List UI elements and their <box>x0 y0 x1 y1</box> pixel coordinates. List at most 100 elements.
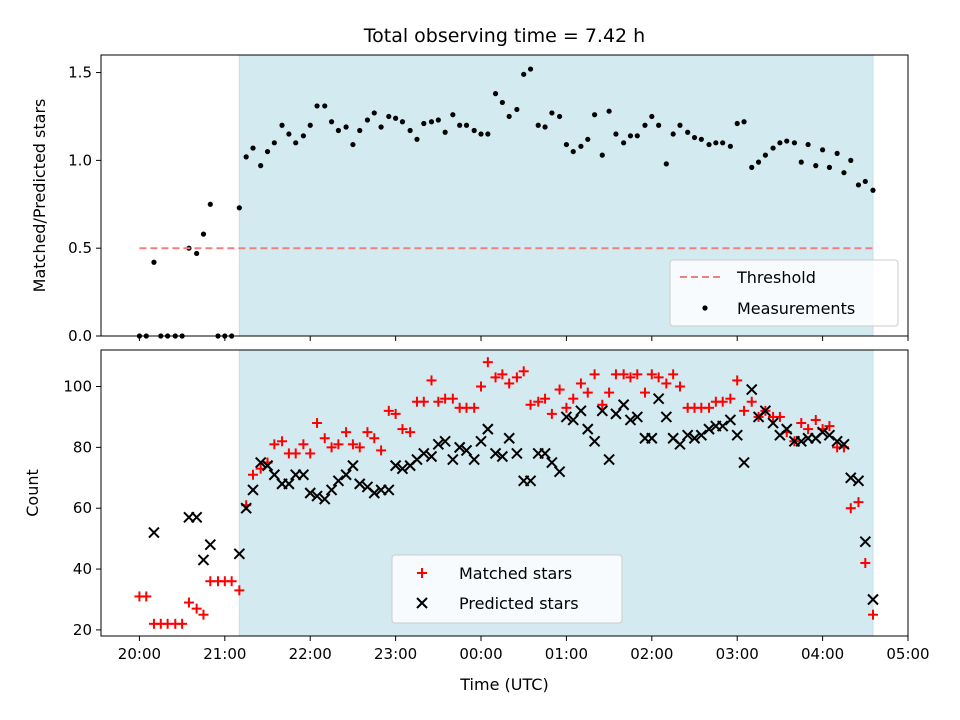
measurement-point <box>762 152 768 158</box>
matched-star-point <box>845 503 856 514</box>
predicted-star-point <box>596 405 608 417</box>
predicted-star-point <box>297 469 310 481</box>
measurement-point <box>549 110 555 116</box>
measurement-point <box>656 122 662 128</box>
predicted-star-point <box>197 554 210 566</box>
predicted-star-point <box>439 435 451 447</box>
predicted-star-point <box>831 435 843 447</box>
matched-star-point <box>604 387 615 398</box>
measurement-point <box>286 131 292 137</box>
measurement-point <box>236 205 242 211</box>
matched-star-point <box>305 448 316 459</box>
matched-star-point <box>191 603 202 614</box>
measurement-point <box>378 124 384 130</box>
matched-star-point <box>554 384 565 395</box>
predicted-star-point <box>319 493 331 505</box>
y-axis-label-ratio: Matched/Predicted stars <box>30 99 49 293</box>
predicted-star-point <box>588 435 601 447</box>
measurement-point <box>471 127 477 134</box>
measurement-point <box>151 259 157 265</box>
predicted-star-point <box>852 475 865 487</box>
predicted-star-point <box>489 447 502 460</box>
matched-star-point <box>561 402 572 413</box>
predicted-star-point <box>567 414 579 426</box>
predicted-star-point <box>816 426 829 438</box>
predicted-star-point <box>325 484 338 496</box>
predicted-star-point <box>240 502 252 514</box>
matched-star-point <box>725 393 736 404</box>
x-tick-label: 23:00 <box>374 645 417 663</box>
measurement-point <box>335 127 342 134</box>
matched-star-point <box>546 408 557 419</box>
x-tick-label: 00:00 <box>459 645 502 663</box>
measurement-point <box>578 143 584 149</box>
axes-frame-bottom <box>100 349 909 637</box>
predicted-star-point <box>695 429 708 441</box>
measurement-point <box>649 113 655 120</box>
predicted-star-point <box>631 411 643 423</box>
matched-star-point <box>540 393 551 404</box>
measurement-point <box>207 201 213 207</box>
predicted-star-point <box>524 475 537 487</box>
predicted-star-point <box>681 429 694 441</box>
measurement-point <box>805 141 811 148</box>
measurement-point <box>777 140 783 146</box>
measurement-point <box>314 103 320 109</box>
matched-star-point <box>326 442 337 453</box>
y-axis-label-count: Count <box>23 469 42 517</box>
legend-bottom: Matched stars Predicted stars <box>391 554 623 624</box>
measurement-point <box>514 106 520 113</box>
predicted-star-point <box>674 438 686 451</box>
predicted-star-point <box>867 593 879 606</box>
matched-star-point <box>518 366 529 377</box>
matched-star-point <box>625 372 636 383</box>
legend-box <box>391 554 623 624</box>
matched-star-point <box>533 396 544 407</box>
matched-star-point <box>482 357 493 368</box>
measurement-point <box>834 150 840 156</box>
predicted-star-point <box>582 423 594 435</box>
matched-star-point <box>319 433 330 444</box>
y-tick-label: 100 <box>63 378 92 396</box>
measurement-point <box>506 113 512 120</box>
matched-star-point <box>269 439 280 450</box>
matched-star-point <box>177 618 188 629</box>
measurement-point <box>770 145 776 151</box>
predicted-star-point <box>795 435 807 447</box>
measurement-point <box>250 145 256 151</box>
measurement-point <box>798 159 804 165</box>
measurement-point <box>542 124 548 130</box>
y-tick-label: 20 <box>73 621 92 639</box>
matched-star-point <box>597 399 608 410</box>
matched-star-point <box>476 381 487 392</box>
measurement-point <box>535 122 541 128</box>
predicted-star-point <box>624 414 637 426</box>
measurement-point <box>343 124 349 130</box>
measurement-point <box>862 178 868 185</box>
matched-star-point <box>739 405 750 416</box>
measurement-point <box>258 163 264 169</box>
matched-star-point <box>589 369 600 380</box>
matched-star-point <box>312 418 323 429</box>
measurement-point <box>492 91 499 97</box>
y-tick-label: 60 <box>73 499 92 517</box>
measurement-point <box>621 140 627 146</box>
matched-star-point <box>746 396 757 407</box>
count-points <box>134 357 879 629</box>
measurement-point <box>634 133 640 139</box>
measurement-point <box>784 138 790 144</box>
measurement-point <box>741 119 747 125</box>
measurement-point <box>463 122 470 128</box>
measurement-point <box>279 122 285 128</box>
predicted-star-point <box>539 447 551 460</box>
predicted-star-point <box>575 405 587 417</box>
measurement-point <box>350 141 356 148</box>
predicted-star-point <box>503 432 515 444</box>
predicted-star-point <box>511 447 523 460</box>
measurement-point <box>393 115 399 121</box>
axes-frame-top <box>100 54 909 337</box>
predicted-star-point <box>190 511 203 524</box>
predicted-star-point <box>838 438 850 451</box>
matched-star-point <box>860 557 871 568</box>
predicted-star-point <box>496 450 509 463</box>
